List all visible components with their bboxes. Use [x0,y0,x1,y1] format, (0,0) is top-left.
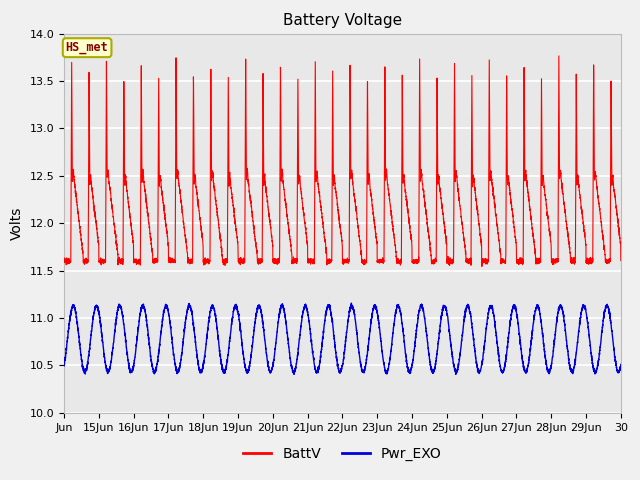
Legend: BattV, Pwr_EXO: BattV, Pwr_EXO [238,441,447,467]
Text: HS_met: HS_met [66,41,109,54]
Y-axis label: Volts: Volts [10,206,24,240]
Title: Battery Voltage: Battery Voltage [283,13,402,28]
